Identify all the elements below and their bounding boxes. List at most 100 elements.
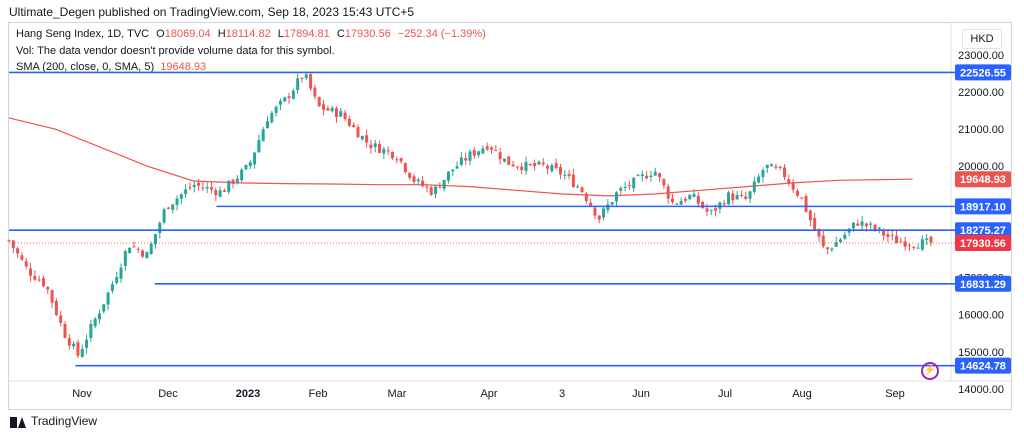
candle-body [899, 241, 903, 243]
candle-body [89, 324, 93, 339]
candle-body [464, 157, 468, 161]
candle-body [85, 339, 89, 348]
candle-body [731, 193, 735, 201]
ohlc-high-key: H [217, 28, 226, 40]
candle-body [774, 166, 778, 168]
candle-body [390, 152, 394, 159]
candle-body [688, 194, 692, 200]
candle-body [399, 158, 403, 162]
x-tick-label: Aug [792, 388, 812, 400]
x-tick-label: Jun [632, 388, 650, 400]
candle-body [563, 175, 567, 177]
sma-label: SMA (200, close, 0, SMA, 5) [16, 61, 155, 73]
candle-body [434, 186, 438, 194]
candle-body [153, 234, 157, 245]
candle-body [860, 221, 864, 226]
x-tick-label: Nov [72, 388, 92, 400]
ohlc-low-key: L [277, 28, 284, 40]
candle-body [903, 241, 907, 247]
x-tick-label: Dec [158, 388, 178, 400]
candle-body [408, 172, 412, 178]
currency-button[interactable]: HKD [962, 29, 1002, 49]
candle-body [533, 163, 537, 167]
candle-body [640, 174, 644, 177]
candle-body [80, 348, 84, 357]
candle-body [791, 183, 795, 190]
sma-price-label: 19648.93 [960, 174, 1006, 186]
candle-body [907, 244, 911, 246]
candle-body [425, 186, 429, 188]
candle-body [50, 290, 54, 303]
candle-body [296, 78, 300, 91]
candle-body [778, 166, 782, 168]
candle-body [455, 166, 459, 169]
candle-body [369, 144, 373, 149]
candle-body [916, 247, 920, 249]
candle-body [334, 108, 338, 118]
candle-body [558, 167, 562, 175]
candle-body [360, 136, 364, 140]
chart-panel[interactable] [8, 22, 1012, 410]
candle-body [378, 144, 382, 153]
candle-body [343, 112, 347, 120]
candle-body [477, 151, 481, 156]
level-price-tag [955, 275, 1011, 292]
level-price-tag [955, 198, 1011, 215]
candle-body [727, 192, 731, 205]
candle-body [619, 188, 623, 191]
candle-body [197, 182, 201, 186]
candle-body [808, 210, 812, 221]
price-change: −252.34 (−1.39%) [397, 28, 486, 40]
last-price-tag [955, 234, 1011, 251]
candle-body [257, 140, 261, 153]
candle-body [222, 190, 226, 192]
candle-body [739, 195, 743, 197]
candle-body [386, 150, 390, 152]
candle-body [416, 179, 420, 182]
candle-body [63, 323, 67, 338]
last-price-label: 17930.56 [960, 238, 1006, 250]
brand-name: TradingView [31, 414, 98, 428]
candle-body [339, 111, 343, 117]
candle-body [291, 90, 295, 99]
candle-body [136, 248, 140, 250]
candle-body [395, 159, 399, 161]
candle-body [701, 201, 705, 209]
candle-body [589, 202, 593, 207]
candle-body [37, 279, 41, 281]
candle-body [735, 195, 739, 200]
x-tick-label: Sep [885, 388, 905, 400]
candle-body [244, 164, 248, 170]
candle-body [649, 175, 653, 177]
x-tick-label: Apr [480, 388, 497, 400]
candle-body [59, 315, 63, 323]
candle-body [787, 179, 791, 184]
candle-body [33, 275, 37, 280]
candle-body [29, 268, 33, 276]
candle-body [502, 158, 506, 162]
candle-body [528, 164, 532, 166]
x-tick-label: Feb [309, 388, 328, 400]
candle-body [498, 152, 502, 160]
candle-body [412, 176, 416, 182]
candle-body [253, 152, 257, 165]
candle-body [240, 169, 244, 181]
candle-body [761, 170, 765, 177]
candle-body [770, 164, 774, 167]
lightning-icon[interactable]: ⚡ [921, 362, 939, 380]
level-price-label: 16831.29 [960, 279, 1006, 291]
ohlc-open-key: O [156, 28, 165, 40]
candle-body [571, 174, 575, 188]
y-tick-label: 16000.00 [958, 310, 1004, 322]
candle-body [322, 104, 326, 110]
candle-body [632, 177, 636, 189]
candle-body [188, 187, 192, 189]
y-tick-label: 23000.00 [958, 50, 1004, 62]
candle-body [696, 195, 700, 204]
level-price-label: 18917.10 [960, 201, 1006, 213]
candle-body [201, 187, 205, 189]
x-tick-label: Mar [388, 388, 407, 400]
candle-body [429, 187, 433, 195]
candle-body [123, 251, 127, 267]
